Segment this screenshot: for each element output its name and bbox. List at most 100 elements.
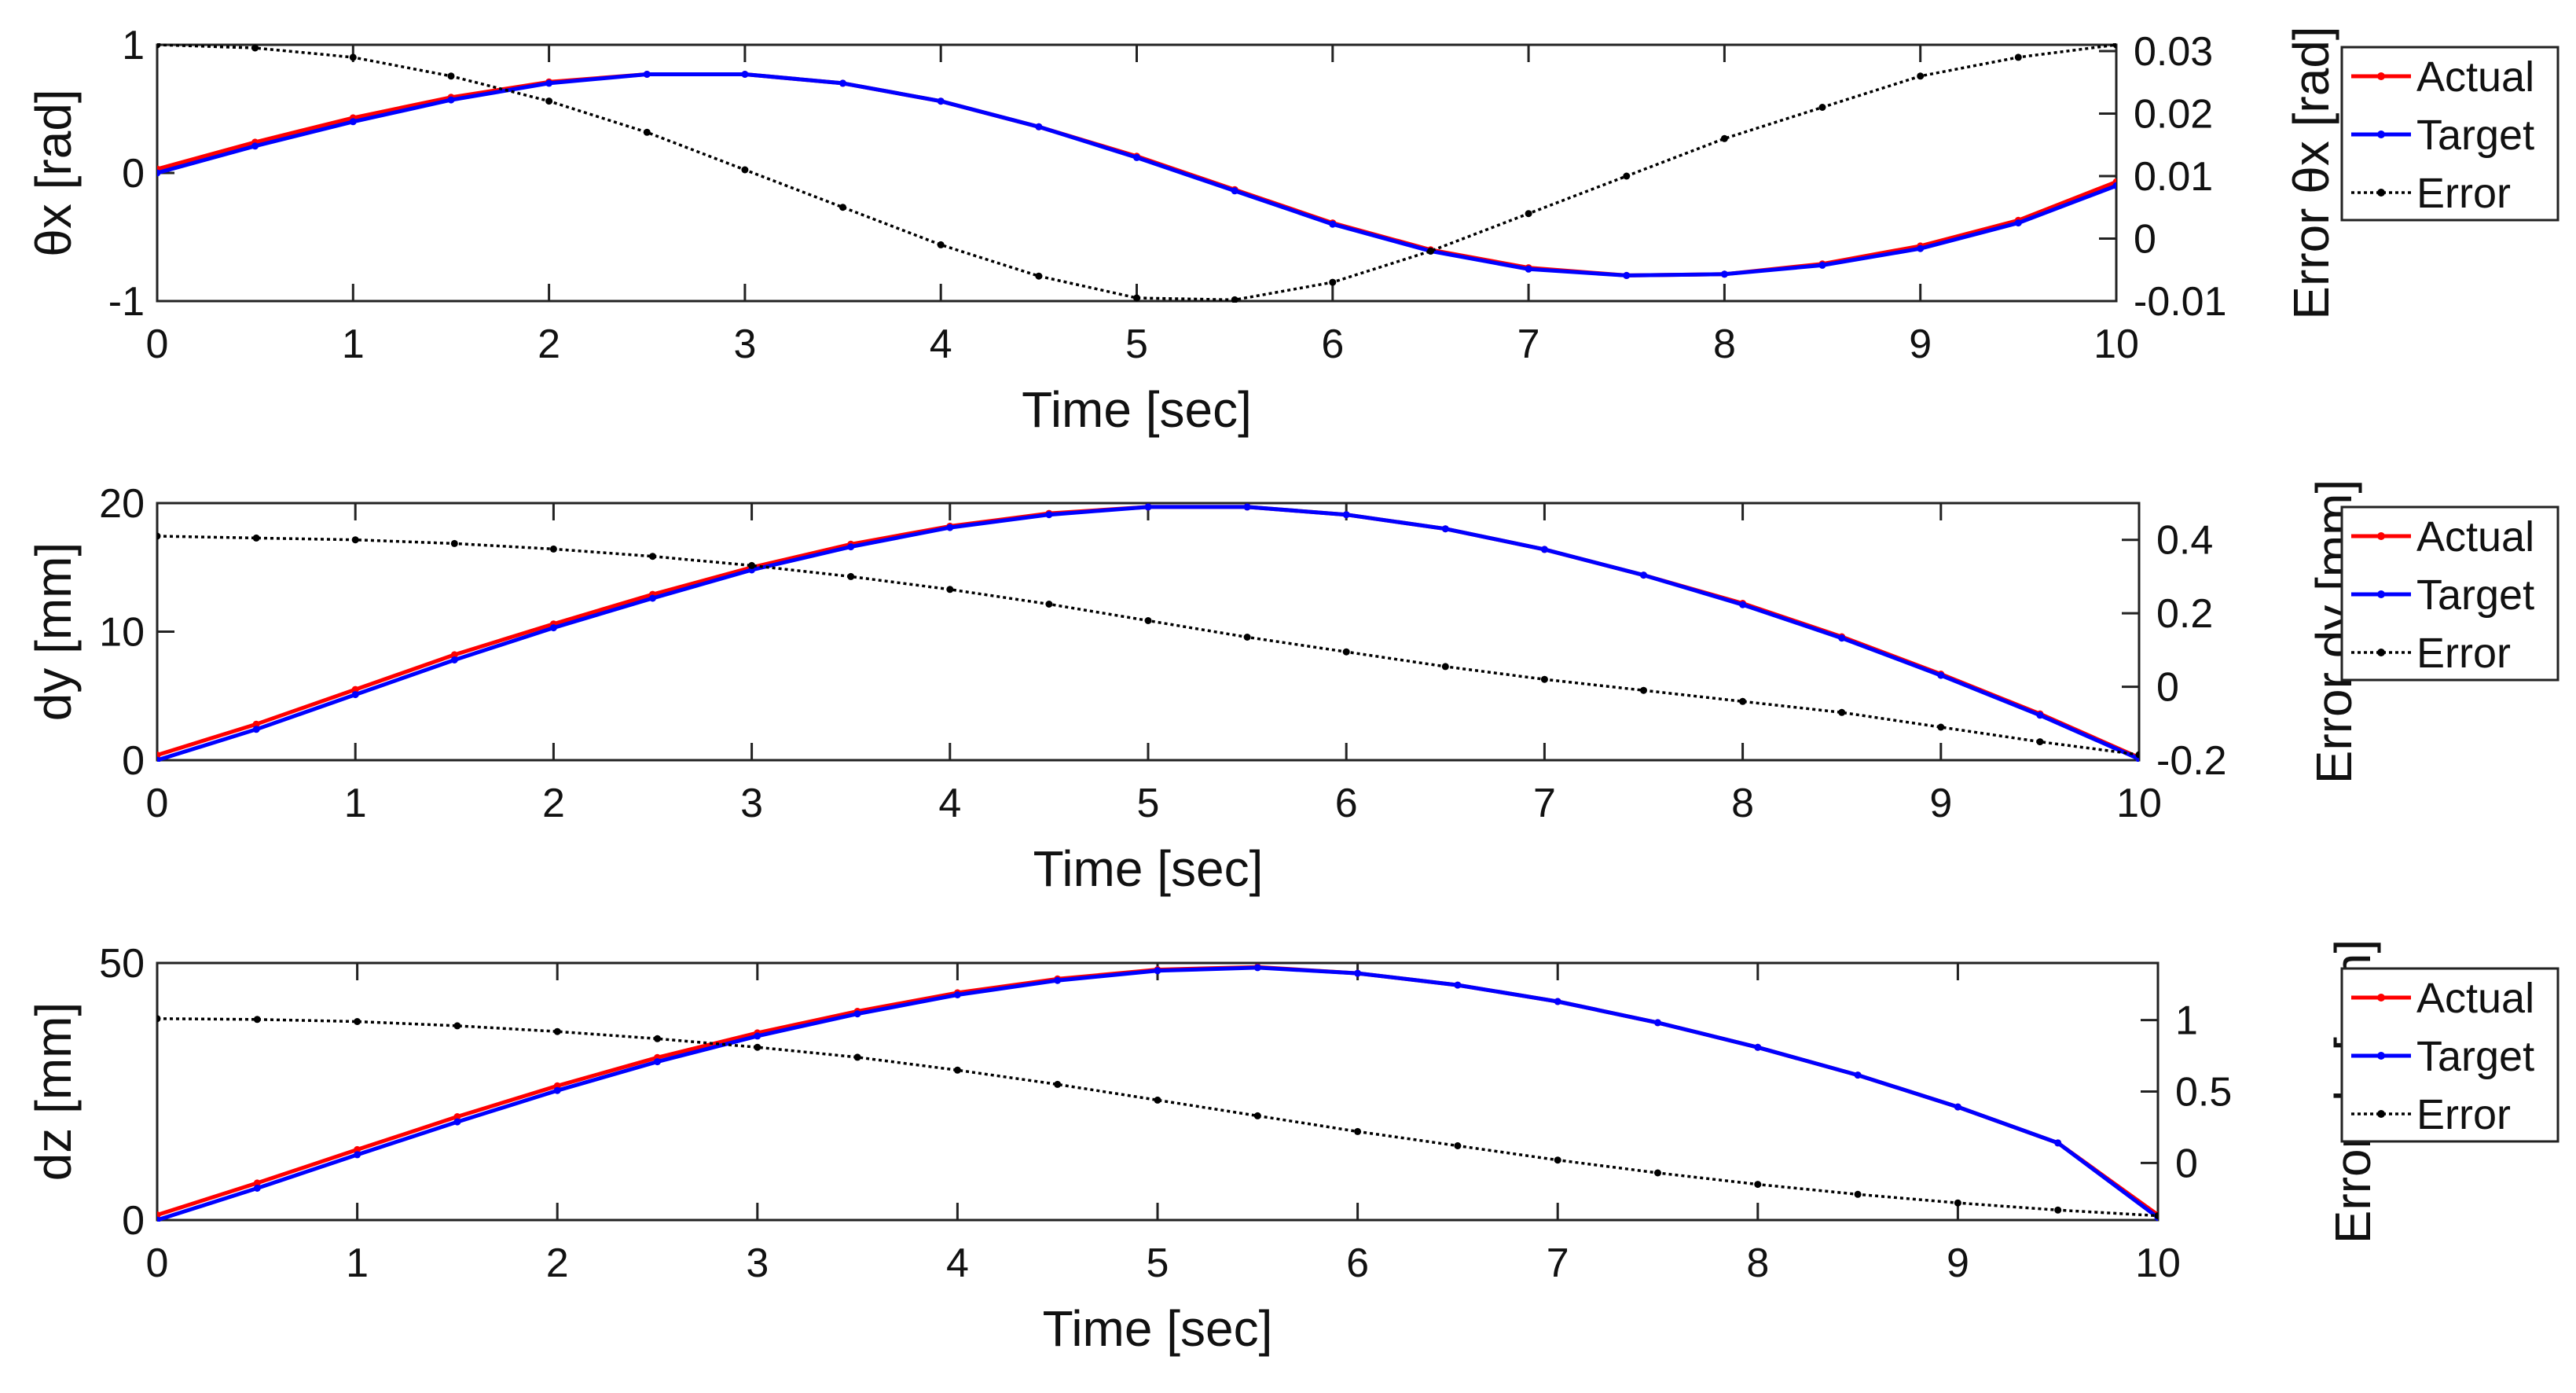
data-point-error <box>1720 134 1728 142</box>
legend-label-actual: Actual <box>2416 975 2534 1022</box>
plot-area <box>156 961 2160 1222</box>
data-point-target <box>1838 634 1846 642</box>
data-point-target <box>549 624 557 632</box>
data-point-error <box>450 539 458 547</box>
y-right-tick-label: 0.01 <box>2134 154 2213 200</box>
y-right-tick-label: -0.2 <box>2156 738 2227 784</box>
legend-label-error: Error <box>2416 1091 2511 1138</box>
data-point-error <box>1540 675 1548 683</box>
x-tick-label: 5 <box>1137 781 1160 826</box>
x-tick-label: 8 <box>1713 322 1736 367</box>
series-error <box>157 43 2116 303</box>
data-point-target <box>1045 511 1053 519</box>
x-tick-label: 2 <box>542 781 565 826</box>
data-point-target <box>2054 1139 2062 1147</box>
data-point-target <box>1329 220 1337 228</box>
data-point-error <box>545 97 553 105</box>
data-point-target <box>354 1151 361 1159</box>
data-point-actual <box>354 1145 361 1153</box>
data-point-target <box>1133 153 1140 161</box>
y-tick-label: -1 <box>108 279 145 325</box>
y-right-tick-label: 0.4 <box>2156 518 2213 564</box>
data-point-error <box>1354 1127 1362 1135</box>
data-point-target <box>1054 976 1062 984</box>
data-point-target <box>157 756 161 762</box>
x-tick-label: 5 <box>1147 1240 1169 1286</box>
data-point-error <box>1054 1080 1062 1088</box>
y-right-tick-label: 0.5 <box>2175 1070 2232 1116</box>
x-tick-label: 8 <box>1731 781 1754 826</box>
y-right-tick-label: -0.01 <box>2134 279 2227 325</box>
x-tick-label: 4 <box>930 322 952 367</box>
data-point-target <box>1342 511 1350 519</box>
data-point-target <box>1354 969 1362 977</box>
y-axis-label: dy [mm] <box>25 542 82 722</box>
data-point-error <box>839 204 846 211</box>
data-point-target <box>351 691 359 699</box>
data-point-target <box>1818 261 1826 269</box>
plot-area <box>156 502 2141 762</box>
data-point-error <box>1144 617 1152 624</box>
data-point-error <box>1838 708 1846 716</box>
data-point-error <box>1454 1142 1462 1149</box>
data-point-error <box>2112 43 2116 49</box>
legend-marker-error <box>2377 189 2385 197</box>
legend-marker-target <box>2377 130 2385 138</box>
series-target <box>157 71 2116 279</box>
data-point-error <box>946 586 954 594</box>
data-point-error <box>2036 738 2044 746</box>
data-point-error <box>654 1035 661 1042</box>
x-tick-label: 5 <box>1125 322 1148 367</box>
data-point-target <box>1754 1043 1762 1051</box>
data-point-target <box>453 1118 461 1126</box>
data-point-target <box>545 79 553 87</box>
legend-marker-error <box>2377 1110 2385 1118</box>
data-point-actual <box>253 1179 261 1187</box>
data-point-target <box>754 1032 761 1040</box>
data-point-error <box>2135 751 2139 759</box>
data-point-target <box>2036 711 2044 719</box>
data-point-target <box>1954 1103 1961 1111</box>
x-tick-label: 10 <box>2135 1240 2181 1286</box>
series-target <box>157 503 2139 762</box>
x-axis-label: Time [sec] <box>1043 1300 1273 1357</box>
series-error <box>157 1015 2158 1219</box>
data-point-error <box>748 561 756 569</box>
data-point-error <box>853 1053 861 1061</box>
data-point-target <box>839 79 846 87</box>
legend-label-actual: Actual <box>2416 513 2534 561</box>
data-point-target <box>1253 964 1261 972</box>
data-point-error <box>2054 1206 2062 1214</box>
data-point-error <box>953 1066 961 1074</box>
data-point-error <box>447 72 455 80</box>
data-point-target <box>946 524 954 531</box>
data-point-error <box>741 166 749 174</box>
data-point-error <box>157 1015 161 1023</box>
y-right-axis-label: Error θx [rad] <box>2283 26 2339 319</box>
series-error <box>157 532 2139 759</box>
data-point-error <box>1133 294 1140 302</box>
y-tick-label: 20 <box>99 481 145 527</box>
legend-marker-target <box>2377 590 2385 598</box>
x-tick-label: 8 <box>1746 1240 1769 1286</box>
data-point-target <box>253 1185 261 1192</box>
legend-label-target: Target <box>2416 112 2534 159</box>
data-point-target <box>1739 601 1747 608</box>
legend-marker-actual <box>2377 994 2385 1002</box>
y-right-tick-label: 0.2 <box>2156 591 2213 637</box>
y-right-tick-label: 0 <box>2156 665 2179 711</box>
data-point-target <box>447 96 455 104</box>
legend-label-target: Target <box>2416 1033 2534 1080</box>
data-point-error <box>354 1018 361 1025</box>
legend-label-actual: Actual <box>2416 53 2534 101</box>
data-point-error <box>1739 697 1747 705</box>
legend: Actual Target Error <box>2340 967 2559 1143</box>
x-tick-label: 7 <box>1547 1240 1569 1286</box>
series-line-error <box>157 1017 2158 1218</box>
legend-label-target: Target <box>2416 572 2534 619</box>
y-tick-label: 50 <box>99 941 145 987</box>
data-point-target <box>649 594 656 602</box>
